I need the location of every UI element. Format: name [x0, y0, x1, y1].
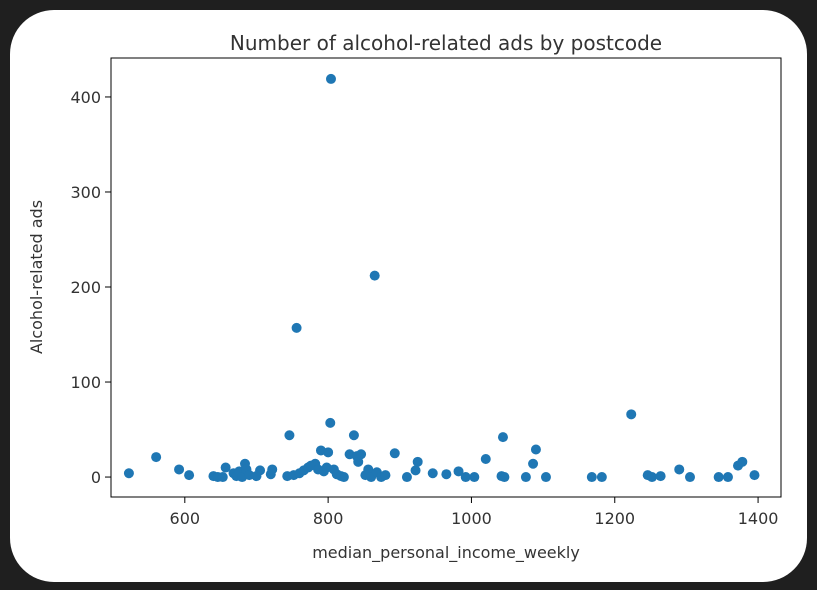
- data-point: [348, 430, 359, 441]
- data-point: [427, 468, 438, 479]
- data-point: [353, 456, 364, 467]
- data-point: [401, 472, 412, 483]
- data-point: [453, 466, 464, 477]
- data-point: [363, 464, 374, 475]
- data-point: [174, 464, 185, 475]
- data-point: [151, 452, 162, 463]
- data-point: [267, 464, 278, 475]
- data-point: [184, 470, 195, 481]
- data-point: [480, 453, 491, 464]
- data-point: [713, 472, 724, 483]
- data-point: [412, 456, 423, 467]
- y-axis: 0 100 200 300 400: [70, 88, 111, 487]
- data-point: [325, 417, 336, 428]
- x-tick-label: 800: [313, 509, 344, 528]
- data-point: [410, 465, 421, 476]
- data-point: [291, 322, 302, 333]
- x-tick-label: 1400: [738, 509, 779, 528]
- data-point: [737, 456, 748, 467]
- data-point: [284, 430, 295, 441]
- data-point: [123, 468, 134, 479]
- data-point: [497, 432, 508, 443]
- data-point: [460, 472, 471, 483]
- y-axis-title: Alcohol-related ads: [27, 200, 46, 354]
- data-point: [369, 270, 380, 281]
- data-point: [325, 73, 336, 84]
- data-point: [586, 472, 597, 483]
- chart-title: Number of alcohol-related ads by postcod…: [230, 31, 662, 55]
- data-point: [722, 472, 733, 483]
- data-point: [338, 472, 349, 483]
- data-point: [749, 470, 760, 481]
- data-point: [220, 462, 231, 473]
- x-axis-title: median_personal_income_weekly: [312, 543, 580, 563]
- data-point: [389, 448, 400, 459]
- y-tick-label: 100: [70, 373, 101, 392]
- data-point: [520, 472, 531, 483]
- x-tick-label: 600: [170, 509, 201, 528]
- data-point: [255, 465, 266, 476]
- data-points: [123, 73, 760, 483]
- data-point: [596, 472, 607, 483]
- data-point: [540, 472, 551, 483]
- data-point: [469, 472, 480, 483]
- data-point: [684, 472, 695, 483]
- data-point: [530, 444, 541, 455]
- data-point: [674, 464, 685, 475]
- y-tick-label: 200: [70, 278, 101, 297]
- y-tick-label: 0: [91, 468, 101, 487]
- x-tick-label: 1200: [594, 509, 635, 528]
- data-point: [499, 472, 510, 483]
- y-tick-label: 400: [70, 88, 101, 107]
- chart-card: [10, 10, 807, 582]
- data-point: [217, 472, 228, 483]
- data-point: [655, 471, 666, 482]
- data-point: [323, 447, 334, 458]
- plot-frame: [110, 57, 782, 498]
- data-point: [380, 470, 391, 481]
- data-point: [356, 449, 367, 460]
- data-point: [441, 469, 452, 480]
- x-tick-label: 1000: [451, 509, 492, 528]
- y-tick-label: 300: [70, 183, 101, 202]
- x-axis: 600 800 1000 1200 1400: [170, 497, 779, 528]
- data-point: [626, 409, 637, 420]
- data-point: [528, 458, 539, 469]
- data-point: [647, 472, 658, 483]
